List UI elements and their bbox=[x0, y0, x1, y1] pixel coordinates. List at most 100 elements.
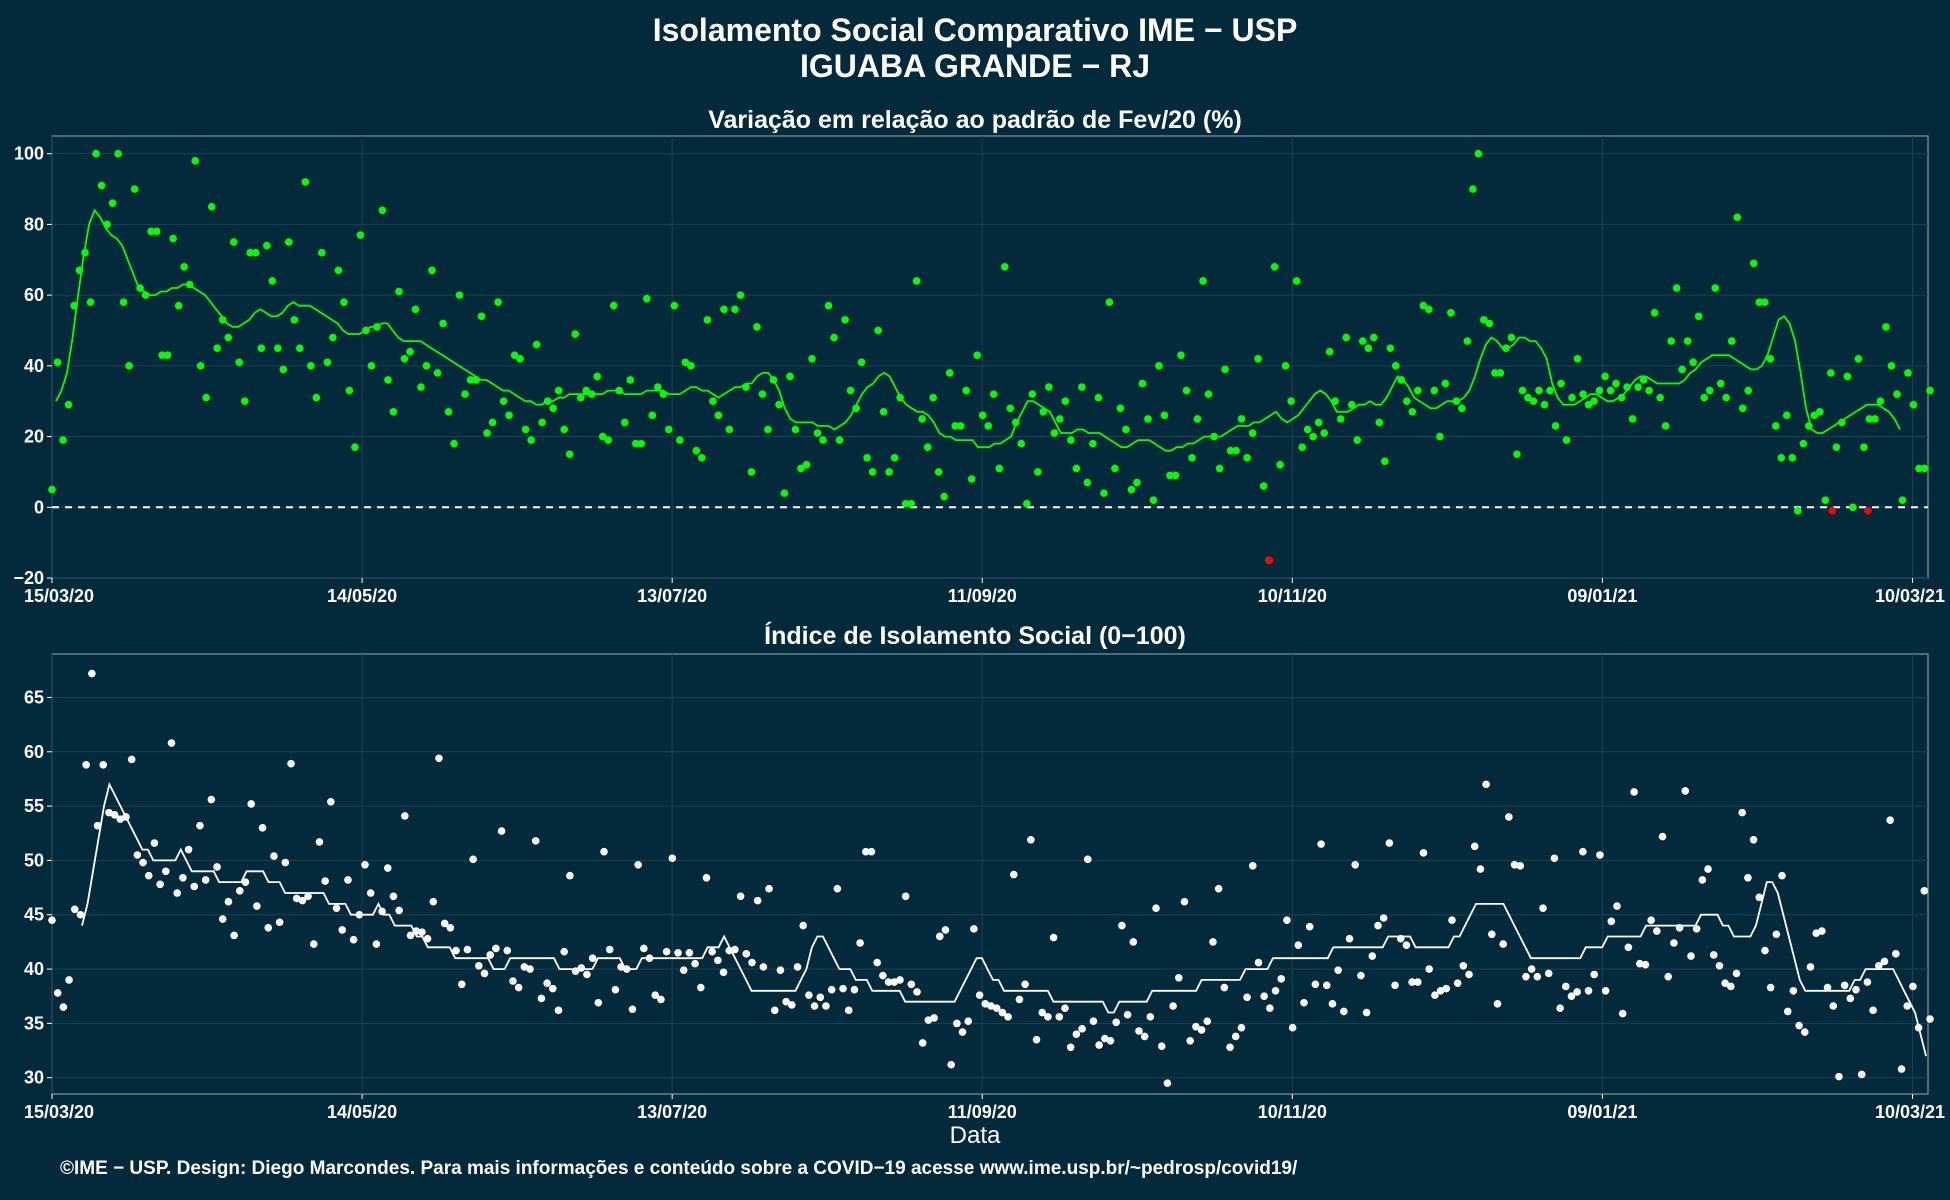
data-point bbox=[918, 1039, 927, 1047]
data-point bbox=[298, 896, 307, 905]
data-point bbox=[1028, 390, 1037, 398]
data-point bbox=[1276, 461, 1284, 469]
data-point bbox=[628, 1005, 637, 1014]
data-point bbox=[1017, 439, 1026, 448]
data-point bbox=[1683, 337, 1692, 345]
data-point bbox=[1465, 970, 1473, 979]
data-point bbox=[1760, 298, 1769, 306]
data-point bbox=[912, 277, 921, 285]
data-point bbox=[782, 997, 790, 1006]
data-point bbox=[268, 277, 277, 285]
data-point bbox=[492, 944, 500, 953]
data-point bbox=[75, 266, 84, 275]
data-point bbox=[775, 400, 783, 409]
data-point bbox=[290, 316, 299, 324]
data-point bbox=[1799, 439, 1808, 448]
data-point bbox=[611, 985, 620, 994]
data-point bbox=[384, 376, 392, 384]
data-point bbox=[1317, 840, 1325, 848]
y-tick-label: 40 bbox=[24, 356, 44, 376]
data-point bbox=[366, 889, 375, 897]
data-point bbox=[1827, 369, 1835, 377]
data-point bbox=[285, 238, 293, 246]
data-point bbox=[1425, 305, 1433, 314]
data-point bbox=[1829, 1002, 1838, 1010]
data-point bbox=[1567, 992, 1576, 1001]
data-point bbox=[499, 397, 508, 406]
data-point bbox=[1658, 832, 1667, 841]
data-point bbox=[1613, 902, 1621, 910]
data-point bbox=[725, 425, 734, 434]
data-point bbox=[150, 839, 159, 847]
data-point bbox=[1584, 400, 1593, 409]
y-tick-label: 20 bbox=[24, 427, 44, 447]
data-point bbox=[1386, 344, 1395, 352]
data-point bbox=[372, 940, 381, 948]
data-point bbox=[1135, 1027, 1143, 1035]
data-point bbox=[1849, 503, 1857, 512]
data-point bbox=[241, 878, 250, 886]
data-point bbox=[440, 919, 449, 928]
x-ticks-bottom: 15/03/20 14/05/20 13/07/20 11/09/20 10/11/20… bbox=[24, 1094, 1945, 1122]
data-point bbox=[218, 316, 227, 324]
data-point bbox=[1499, 940, 1507, 948]
y-tick-label: 35 bbox=[24, 1013, 44, 1033]
panel-title-variation: Variação em relação ao padrão de Fev/20 … bbox=[708, 106, 1242, 134]
data-point bbox=[1226, 1043, 1234, 1052]
data-point bbox=[469, 855, 477, 864]
data-point bbox=[670, 301, 679, 310]
data-point bbox=[1540, 400, 1549, 409]
data-point bbox=[1039, 408, 1048, 416]
y-tick-label: 60 bbox=[24, 285, 44, 305]
data-point bbox=[196, 362, 205, 370]
data-point bbox=[163, 351, 172, 360]
data-point bbox=[428, 266, 436, 275]
data-point bbox=[964, 1017, 973, 1026]
data-point bbox=[332, 904, 341, 913]
data-point bbox=[1783, 1007, 1792, 1016]
data-point bbox=[433, 369, 442, 377]
data-point bbox=[1116, 404, 1125, 413]
data-point bbox=[213, 344, 222, 352]
data-point bbox=[549, 404, 557, 413]
data-point bbox=[110, 810, 119, 819]
data-point bbox=[1562, 436, 1571, 444]
data-point bbox=[224, 897, 233, 906]
data-point bbox=[247, 800, 255, 808]
data-point bbox=[287, 759, 295, 768]
data-point bbox=[1812, 929, 1820, 938]
data-point bbox=[742, 950, 751, 958]
data-point bbox=[1852, 985, 1860, 994]
data-point bbox=[867, 847, 876, 856]
data-point bbox=[1078, 383, 1086, 391]
data-point bbox=[253, 902, 261, 910]
data-point bbox=[844, 1006, 853, 1015]
data-point bbox=[1681, 787, 1690, 795]
data-point bbox=[918, 415, 926, 423]
data-point bbox=[446, 923, 455, 932]
data-point bbox=[1311, 980, 1320, 989]
data-point bbox=[488, 418, 497, 427]
data-point bbox=[1672, 284, 1681, 292]
x-axis-label: Data bbox=[949, 1122, 1001, 1149]
data-point bbox=[1854, 354, 1863, 363]
data-point bbox=[1358, 337, 1367, 345]
data-point bbox=[152, 227, 161, 236]
data-point bbox=[526, 965, 534, 973]
data-point bbox=[1248, 862, 1257, 870]
data-point bbox=[1111, 464, 1119, 473]
data-point bbox=[1533, 972, 1542, 981]
data-point bbox=[543, 979, 551, 987]
data-point bbox=[486, 951, 495, 959]
data-point bbox=[349, 935, 358, 944]
data-point bbox=[659, 390, 668, 398]
data-point bbox=[527, 436, 535, 444]
data-point bbox=[344, 876, 352, 884]
data-point bbox=[1704, 865, 1712, 873]
data-point bbox=[1650, 309, 1659, 317]
moving-average-line bbox=[55, 208, 1901, 452]
data-point bbox=[207, 795, 216, 804]
data-point bbox=[1231, 1032, 1240, 1041]
data-point bbox=[1180, 897, 1189, 906]
data-point bbox=[1749, 835, 1758, 844]
